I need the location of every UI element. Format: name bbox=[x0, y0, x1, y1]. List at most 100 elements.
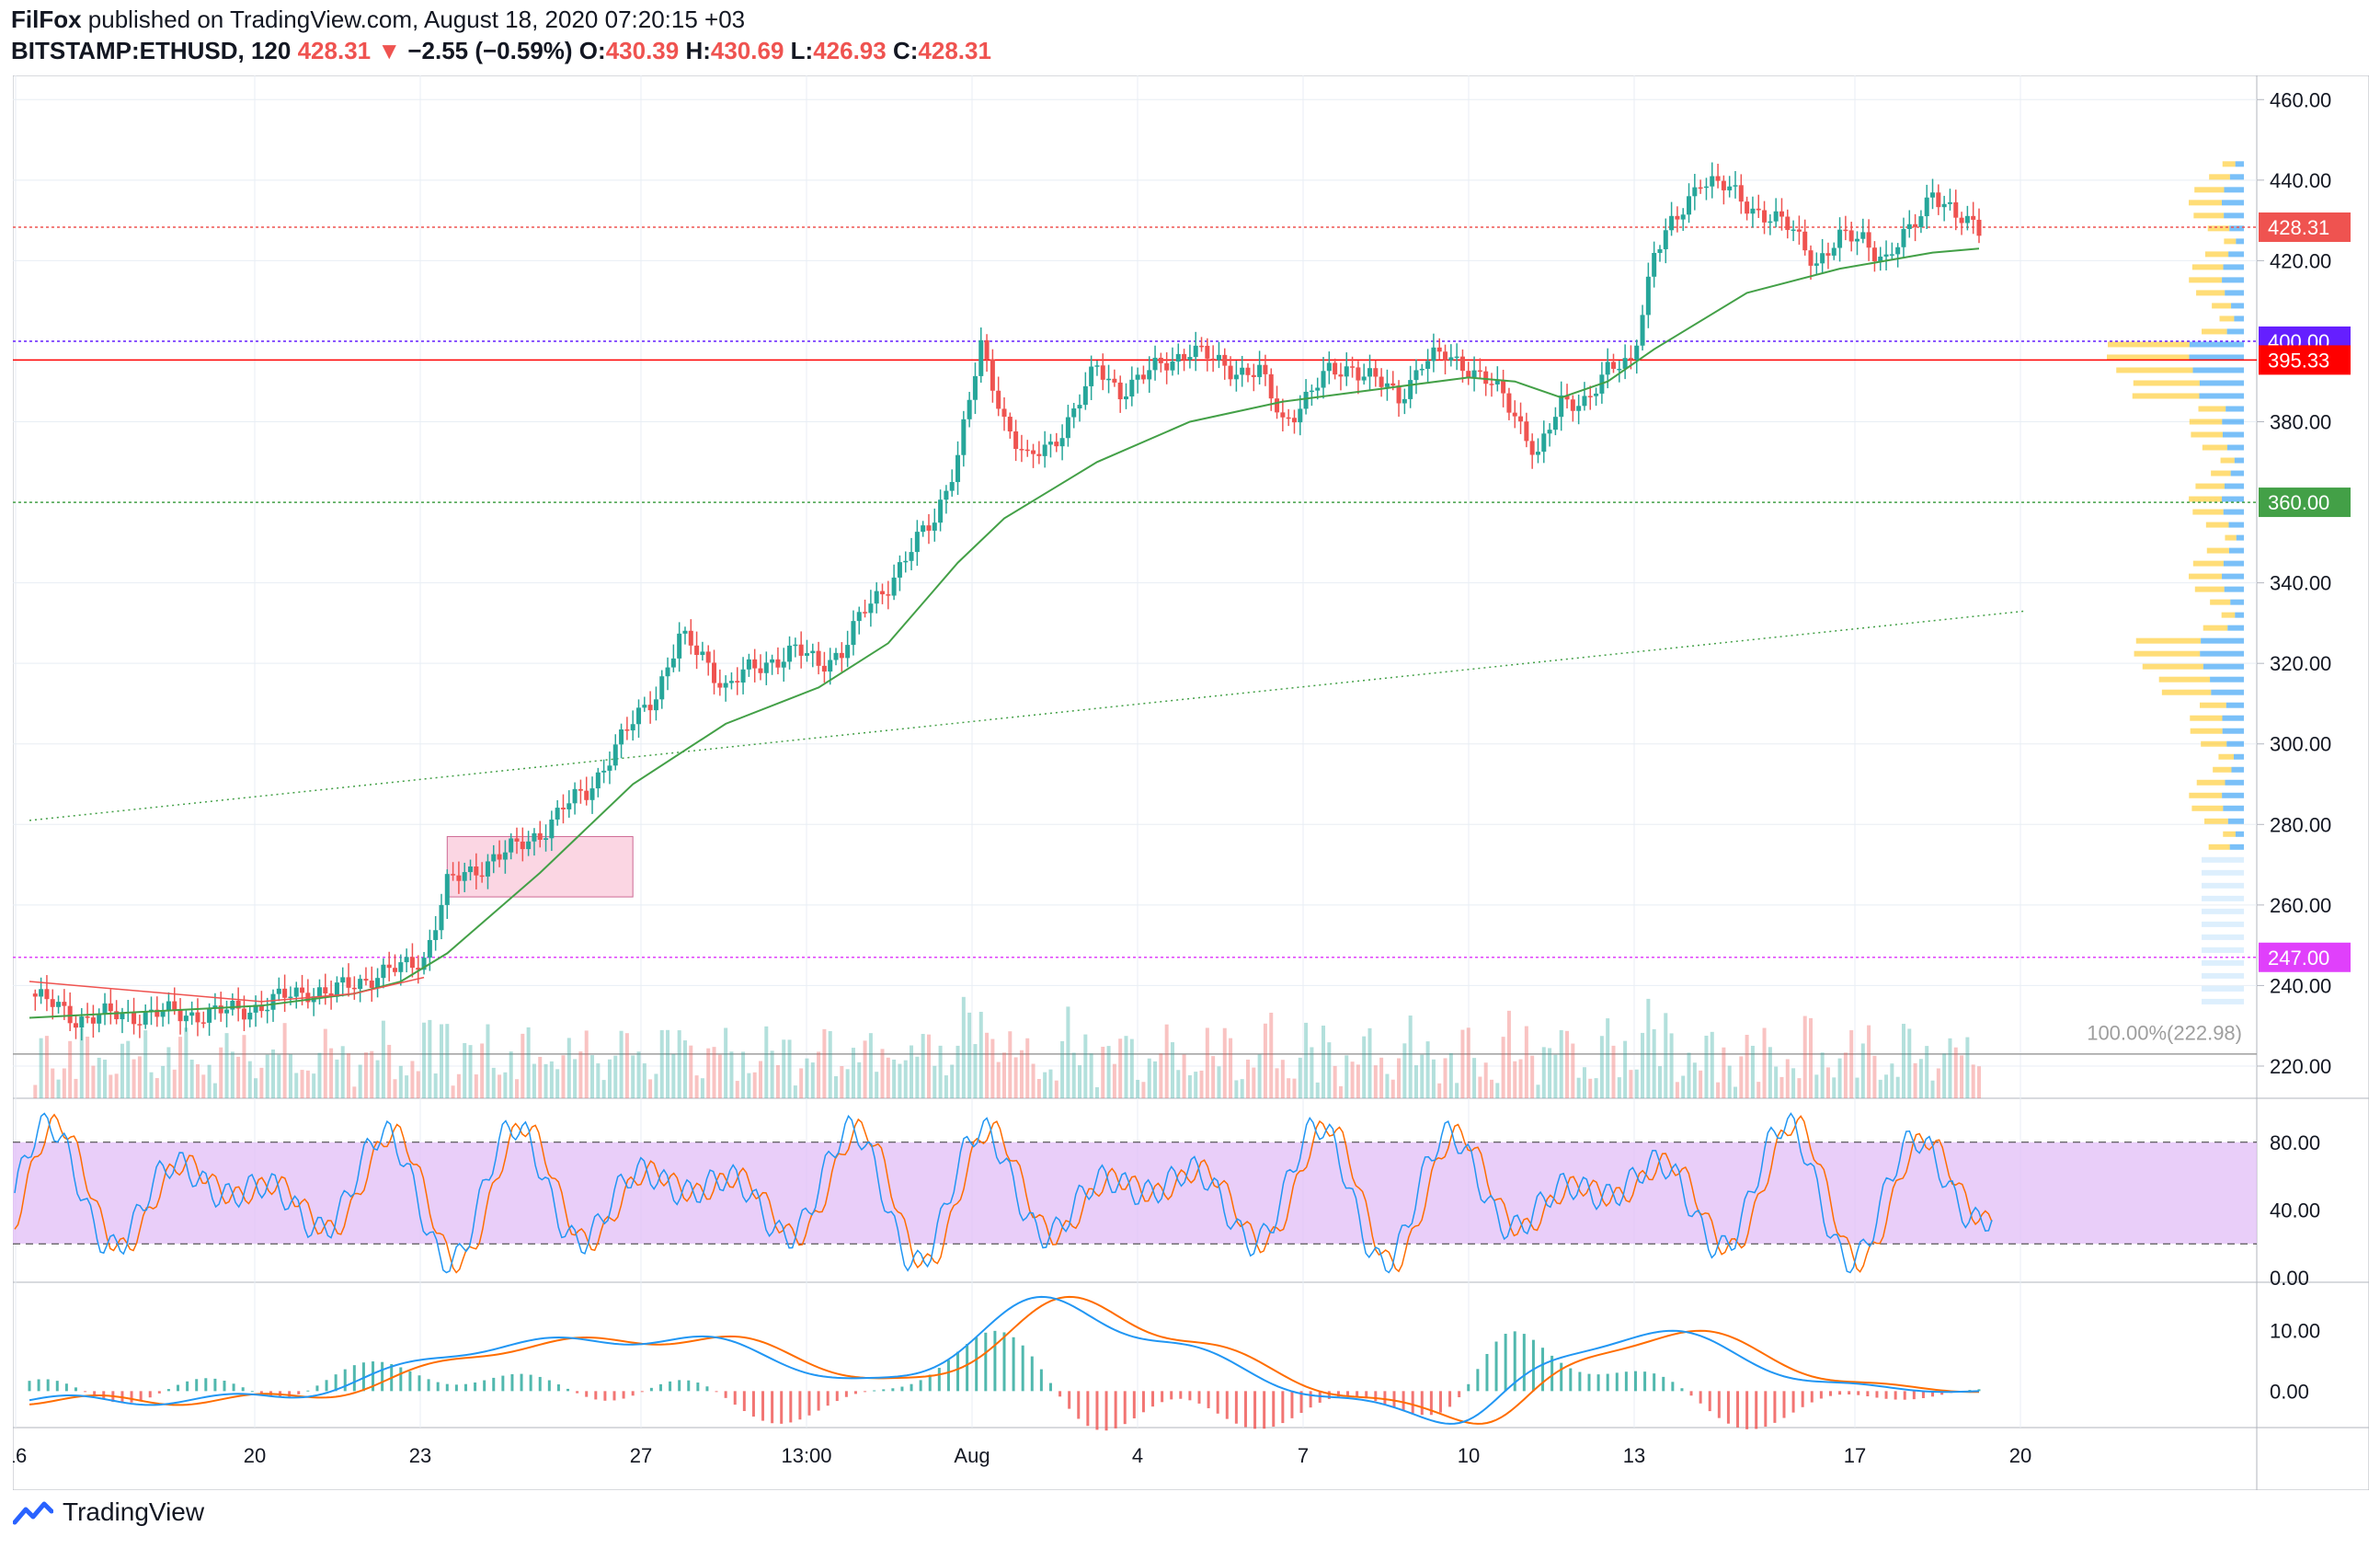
candle-body bbox=[909, 552, 914, 561]
volume-profile-bar bbox=[2231, 303, 2244, 309]
candle-body bbox=[282, 988, 288, 998]
volume-bar bbox=[1373, 1065, 1378, 1098]
macd-histogram-bar bbox=[37, 1379, 40, 1392]
candle-body bbox=[1582, 396, 1587, 407]
volume-profile-bar bbox=[2236, 534, 2244, 541]
volume-bar bbox=[619, 1030, 624, 1098]
macd-histogram-bar bbox=[1253, 1391, 1257, 1429]
macd-histogram-bar bbox=[771, 1391, 774, 1424]
volume-bar bbox=[1182, 1054, 1186, 1098]
candle-body bbox=[85, 1016, 90, 1018]
x-tick-label: 10 bbox=[1458, 1444, 1480, 1467]
volume-bar bbox=[1925, 1046, 1929, 1098]
volume-bar bbox=[1054, 1080, 1058, 1098]
candle-body bbox=[700, 651, 705, 655]
chart-svg[interactable]: 16 20 23 27 13:00 Aug 4 7 10 13 17 20 460.00 440.00 42… bbox=[5, 75, 2370, 1491]
candle-body bbox=[584, 790, 589, 800]
volume-bar bbox=[1013, 1057, 1018, 1098]
candle-body bbox=[1402, 398, 1407, 404]
volume-profile-bar bbox=[2202, 998, 2244, 1004]
macd-histogram-bar bbox=[325, 1380, 328, 1392]
publisher-name[interactable]: FilFox bbox=[11, 6, 82, 33]
candle-body bbox=[1791, 229, 1796, 232]
volume-bar bbox=[817, 1051, 821, 1098]
macd-histogram-bar bbox=[1095, 1391, 1099, 1430]
candle-body bbox=[619, 729, 624, 745]
candle-body bbox=[1622, 358, 1628, 369]
macd-histogram-bar bbox=[1216, 1391, 1219, 1414]
macd-tick-label: 10.00 bbox=[2270, 1319, 2320, 1342]
candle-body bbox=[1129, 379, 1135, 397]
macd-histogram-bar bbox=[408, 1371, 412, 1392]
volume-bar bbox=[1687, 1052, 1691, 1098]
volume-bar bbox=[1344, 1055, 1349, 1098]
volume-bar bbox=[677, 1030, 681, 1098]
volume-bar bbox=[300, 1070, 304, 1098]
volume-bar bbox=[521, 1033, 525, 1098]
volume-profile-bar bbox=[2189, 573, 2223, 579]
macd-histogram-bar bbox=[1132, 1391, 1136, 1418]
volume-bar bbox=[1571, 1043, 1575, 1098]
macd-histogram-bar bbox=[1587, 1373, 1591, 1392]
volume-profile-bar bbox=[2201, 637, 2244, 644]
volume-bar bbox=[996, 1061, 1001, 1098]
volume-profile-bar bbox=[2226, 328, 2244, 335]
candle-body bbox=[1187, 357, 1193, 361]
price-label-tag bbox=[2259, 942, 2351, 972]
volume-bar bbox=[712, 1047, 716, 1098]
volume-bar bbox=[515, 1079, 519, 1098]
volume-bar bbox=[892, 1059, 897, 1098]
macd-histogram-bar bbox=[352, 1365, 356, 1392]
macd-histogram-bar bbox=[1560, 1362, 1563, 1392]
candle-body bbox=[1605, 361, 1610, 375]
moving-average-line bbox=[29, 247, 1980, 1019]
candle-body bbox=[323, 987, 328, 993]
macd-histogram-bar bbox=[1356, 1391, 1359, 1397]
y-tick-label: 340.00 bbox=[2270, 572, 2331, 595]
volume-bar bbox=[154, 1078, 159, 1098]
macd-histogram-bar bbox=[919, 1380, 922, 1392]
candle-body bbox=[1303, 391, 1309, 409]
candle-body bbox=[1611, 361, 1616, 369]
candle-body bbox=[224, 1009, 230, 1014]
candle-body bbox=[1552, 417, 1558, 430]
macd-histogram-bar bbox=[789, 1391, 793, 1423]
stoch-tick-label: 0.00 bbox=[2270, 1267, 2309, 1290]
candle-body bbox=[572, 788, 578, 804]
volume-bar bbox=[671, 1053, 676, 1098]
candle-body bbox=[1871, 247, 1877, 262]
candle-body bbox=[526, 841, 532, 850]
volume-bar bbox=[277, 1054, 281, 1098]
macd-histogram-bar bbox=[975, 1337, 978, 1392]
candle-body bbox=[386, 964, 392, 969]
volume-bar bbox=[1669, 1033, 1674, 1098]
x-tick-label: 13:00 bbox=[781, 1444, 831, 1467]
volume-bar bbox=[851, 1048, 855, 1098]
candle-body bbox=[1140, 374, 1146, 380]
candle-body bbox=[1738, 185, 1744, 202]
chart-area[interactable]: 16 20 23 27 13:00 Aug 4 7 10 13 17 20 460.00 440.00 42… bbox=[5, 75, 2370, 1491]
tradingview-brand[interactable]: TradingView bbox=[63, 1497, 205, 1526]
volume-bar bbox=[1553, 1054, 1558, 1098]
macd-histogram-bar bbox=[1801, 1391, 1804, 1407]
volume-bar bbox=[1809, 1017, 1814, 1098]
volume-bar bbox=[1066, 1006, 1070, 1098]
volume-profile-bar bbox=[2218, 753, 2234, 760]
x-tick-label: 20 bbox=[2009, 1444, 2031, 1467]
volume-profile-bar bbox=[2189, 496, 2223, 502]
volume-bar bbox=[1530, 1055, 1535, 1098]
volume-profile-bar bbox=[2230, 470, 2244, 476]
candle-body bbox=[647, 705, 653, 711]
publish-info: published on TradingView.com, August 18,… bbox=[87, 6, 746, 33]
candle-body bbox=[746, 659, 751, 670]
candle-body bbox=[474, 866, 479, 876]
candle-body bbox=[1275, 398, 1280, 413]
candle-body bbox=[456, 875, 462, 881]
candle-body bbox=[108, 1003, 113, 1012]
candle-body bbox=[1222, 354, 1228, 366]
volume-bar bbox=[1263, 1023, 1267, 1098]
macd-histogram-bar bbox=[873, 1390, 876, 1392]
candle-body bbox=[1657, 248, 1663, 253]
x-tick-label: 13 bbox=[1623, 1444, 1645, 1467]
volume-bar bbox=[1524, 1026, 1528, 1098]
